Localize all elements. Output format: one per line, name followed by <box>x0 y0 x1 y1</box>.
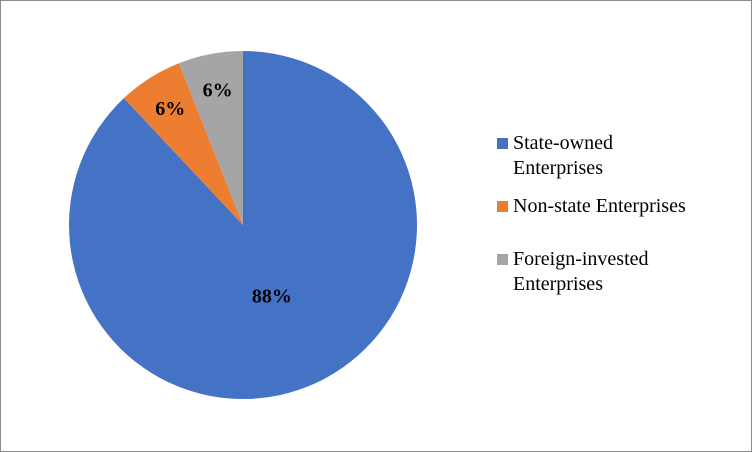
legend-item: State-owned Enterprises <box>497 131 693 181</box>
legend-label: Non-state Enterprises <box>513 195 686 217</box>
legend-swatch <box>497 201 508 212</box>
pie-slice <box>178 51 243 225</box>
legend-swatch <box>497 254 508 265</box>
pie-slice <box>68 51 418 400</box>
legend-swatch <box>497 138 508 149</box>
legend-item: Non-state Enterprises <box>497 194 751 219</box>
data-label: 88% <box>252 285 292 307</box>
data-label: 6% <box>203 79 233 101</box>
legend-item: Foreign-invested Enterprises <box>497 247 693 297</box>
legend-label: Foreign-invested Enterprises <box>513 248 649 295</box>
pie-slice <box>123 63 243 226</box>
legend-label: State-owned Enterprises <box>513 132 613 179</box>
data-label: 6% <box>155 98 185 120</box>
legend: State-owned Enterprises Non-state Enterpr… <box>497 131 751 310</box>
